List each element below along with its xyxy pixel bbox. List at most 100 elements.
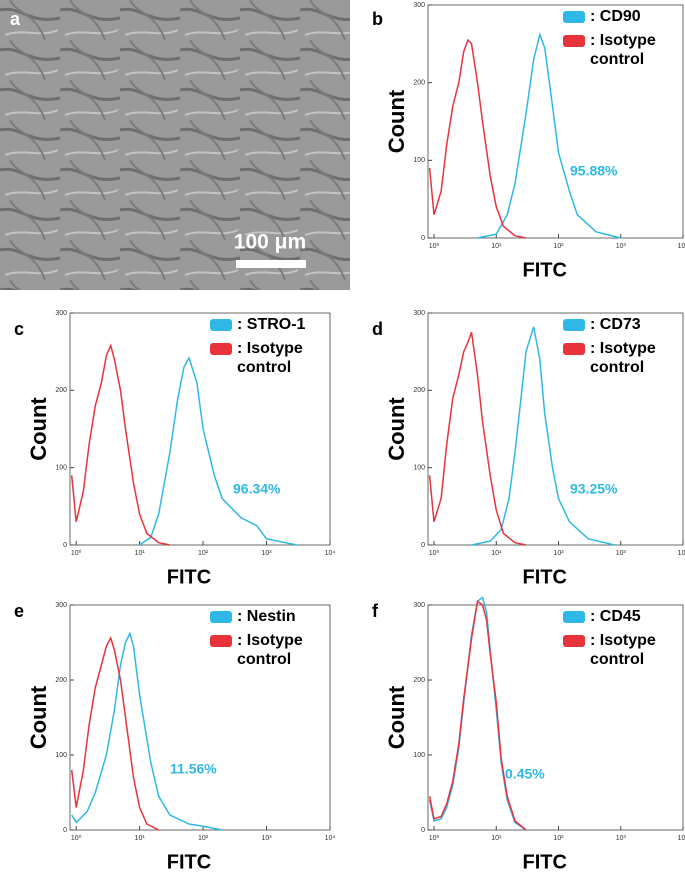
- plot-frame: [427, 4, 684, 239]
- micrograph: [0, 0, 350, 290]
- x-axis-label: FITC: [167, 851, 211, 873]
- histogram-curve: [477, 31, 621, 239]
- legend-entry: : Nestin: [237, 608, 296, 625]
- histogram-curve: [428, 332, 527, 546]
- scale-bar-label: 100 μm: [234, 231, 306, 254]
- plot-frame: [427, 604, 684, 831]
- y-tick-label: 0: [421, 827, 425, 834]
- legend-label: : Isotype control: [237, 632, 303, 668]
- histogram-curve: [428, 599, 527, 831]
- scale-bar: [236, 260, 306, 268]
- x-tick-label: 10⁴: [678, 835, 685, 842]
- plot-frame: [69, 312, 331, 546]
- annotation: 95.88%: [570, 163, 618, 179]
- y-tick-label: 100: [413, 752, 425, 759]
- panel-label: b: [372, 9, 383, 29]
- x-tick-label: 10⁴: [678, 550, 685, 557]
- x-tick-label: 10²: [553, 550, 564, 557]
- legend-entry: : CD73: [590, 316, 641, 333]
- x-tick-label: 10⁴: [325, 550, 336, 557]
- legend-label: : Isotype control: [237, 340, 303, 376]
- y-tick-label: 0: [421, 542, 425, 549]
- y-tick-label: 300: [55, 310, 67, 317]
- y-tick-label: 0: [421, 235, 425, 242]
- y-tick-label: 0: [63, 827, 67, 834]
- x-tick-label: 10²: [198, 550, 209, 557]
- y-tick-label: 300: [413, 310, 425, 317]
- x-tick-label: 10³: [261, 550, 272, 557]
- panel-label: c: [14, 319, 24, 339]
- legend-entry: : CD90: [590, 8, 641, 25]
- x-tick-label: 10⁰: [429, 549, 440, 557]
- legend-swatch: [210, 343, 232, 355]
- legend-swatch: [563, 635, 585, 647]
- x-tick-label: 10⁰: [429, 242, 440, 250]
- x-axis-label: FITC: [523, 851, 567, 873]
- legend-entry: : Isotype control: [590, 632, 656, 668]
- y-tick-label: 100: [55, 752, 67, 759]
- legend-swatch: [563, 343, 585, 355]
- y-tick-label: 100: [55, 465, 67, 472]
- y-tick-label: 200: [413, 387, 425, 394]
- legend-swatch: [210, 635, 232, 647]
- panel-label: a: [10, 9, 21, 29]
- legend-swatch: [563, 611, 585, 623]
- y-tick-label: 200: [55, 387, 67, 394]
- legend-label: : STRO-1: [237, 316, 306, 333]
- annotation: 93.25%: [570, 481, 618, 497]
- x-tick-label: 10³: [616, 550, 627, 557]
- y-tick-label: 100: [413, 157, 425, 164]
- legend-swatch: [563, 319, 585, 331]
- y-axis-label: Count: [384, 685, 409, 749]
- x-axis-label: FITC: [523, 566, 567, 588]
- y-tick-label: 200: [413, 80, 425, 87]
- panel-label: f: [372, 601, 379, 621]
- legend-entry: : Isotype control: [590, 340, 656, 376]
- y-tick-label: 300: [413, 602, 425, 609]
- annotation: 96.34%: [233, 481, 281, 497]
- x-tick-label: 10⁰: [429, 834, 440, 842]
- y-tick-label: 100: [413, 465, 425, 472]
- legend-swatch: [210, 611, 232, 623]
- panel-label: e: [14, 601, 24, 621]
- annotation: 0.45%: [505, 766, 545, 782]
- x-axis-label: FITC: [167, 566, 211, 588]
- x-axis-label: FITC: [523, 259, 567, 281]
- legend-label: : CD45: [590, 608, 641, 625]
- x-tick-label: 10¹: [491, 243, 502, 250]
- legend-entry: : Isotype control: [237, 340, 303, 376]
- x-tick-label: 10²: [553, 835, 564, 842]
- x-tick-label: 10¹: [491, 550, 502, 557]
- legend-label: : Isotype control: [590, 32, 656, 68]
- x-tick-label: 10⁰: [71, 834, 82, 842]
- x-tick-label: 10³: [261, 835, 272, 842]
- legend-label: : Isotype control: [590, 340, 656, 376]
- y-axis-label: Count: [26, 397, 51, 461]
- histogram-curve: [71, 631, 223, 831]
- y-axis-label: Count: [384, 397, 409, 461]
- legend-entry: : STRO-1: [237, 316, 306, 333]
- legend-label: : Isotype control: [590, 632, 656, 668]
- legend-label: : CD73: [590, 316, 641, 333]
- legend-entry: : CD45: [590, 608, 641, 625]
- y-axis-label: Count: [26, 685, 51, 749]
- x-tick-label: 10³: [616, 243, 627, 250]
- histogram-curve: [70, 343, 171, 546]
- histogram-curve: [428, 38, 527, 239]
- histogram-curve: [471, 326, 615, 546]
- x-tick-label: 10¹: [491, 835, 502, 842]
- y-tick-label: 0: [63, 542, 67, 549]
- y-axis-label: Count: [384, 89, 409, 153]
- x-tick-label: 10²: [553, 243, 564, 250]
- x-tick-label: 10⁴: [325, 835, 336, 842]
- histogram-curve: [139, 355, 297, 546]
- x-tick-label: 10²: [198, 835, 209, 842]
- y-tick-label: 200: [55, 677, 67, 684]
- x-tick-label: 10¹: [135, 835, 146, 842]
- histogram-curve: [428, 596, 527, 831]
- legend-label: : CD90: [590, 8, 641, 25]
- legend-swatch: [563, 35, 585, 47]
- y-tick-label: 200: [413, 677, 425, 684]
